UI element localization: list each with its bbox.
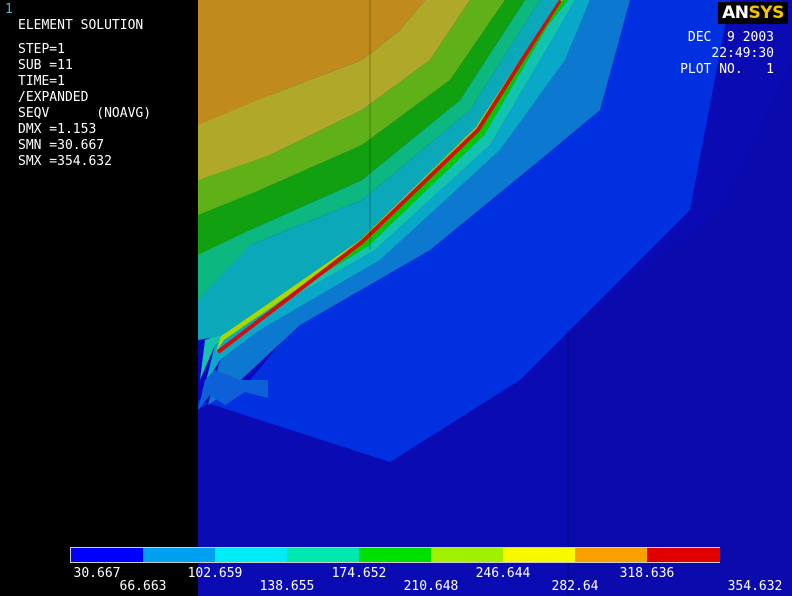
window-number: 1 <box>5 2 13 17</box>
band-yellow-green <box>216 0 563 352</box>
notch-region <box>198 370 268 410</box>
band-red-peak <box>216 0 562 354</box>
legend-label: 354.632 <box>727 579 783 594</box>
sub-text: SUB =11 <box>18 58 73 73</box>
legend-label: 282.64 <box>551 579 599 594</box>
ansys-logo: ANSYS <box>718 2 788 24</box>
time-stamp-text: 22:49:30 <box>711 46 774 61</box>
band-upper-olive <box>198 0 470 180</box>
legend-swatch <box>359 548 432 562</box>
dmx-text: DMX =1.153 <box>18 122 97 137</box>
logo-part2: SYS <box>748 3 785 23</box>
seqv-text: SEQV (NOAVG) <box>18 106 152 121</box>
legend-label: 174.652 <box>331 566 387 581</box>
element-shade-right <box>568 60 792 596</box>
band-upper-yellow-green <box>198 0 505 215</box>
legend-bar <box>70 547 720 563</box>
band-upper-teal <box>198 0 559 340</box>
solution-title: ELEMENT SOLUTION <box>18 18 144 33</box>
legend-label: 102.659 <box>187 566 243 581</box>
legend-swatch <box>215 548 288 562</box>
band-upper-seagreen <box>198 0 540 300</box>
legend-swatch <box>503 548 576 562</box>
band-blue <box>198 0 730 462</box>
logo-part1: AN <box>722 3 749 23</box>
band-upper-green <box>198 0 525 255</box>
expanded-text: /EXPANDED <box>18 90 89 105</box>
plot-number-text: PLOT NO. 1 <box>680 62 774 77</box>
legend-label: 30.667 <box>73 566 121 581</box>
legend-swatch <box>431 548 504 562</box>
legend-swatch <box>143 548 216 562</box>
smx-text: SMX =354.632 <box>18 154 112 169</box>
legend-swatch <box>575 548 648 562</box>
legend-swatch <box>71 548 144 562</box>
legend-label: 246.644 <box>475 566 531 581</box>
legend-label: 210.648 <box>403 579 459 594</box>
legend-swatch <box>287 548 360 562</box>
left-mask <box>0 0 198 596</box>
band-mid-blue <box>208 0 630 405</box>
legend-label: 66.663 <box>119 579 167 594</box>
date-text: DEC 9 2003 <box>687 30 774 45</box>
smn-text: SMN =30.667 <box>18 138 105 153</box>
band-upper-orange <box>198 0 425 125</box>
legend-label: 318.636 <box>619 566 675 581</box>
legend-label: 138.655 <box>259 579 315 594</box>
legend-swatch <box>647 548 720 562</box>
step-text: STEP=1 <box>18 42 65 57</box>
time-text: TIME=1 <box>18 74 65 89</box>
